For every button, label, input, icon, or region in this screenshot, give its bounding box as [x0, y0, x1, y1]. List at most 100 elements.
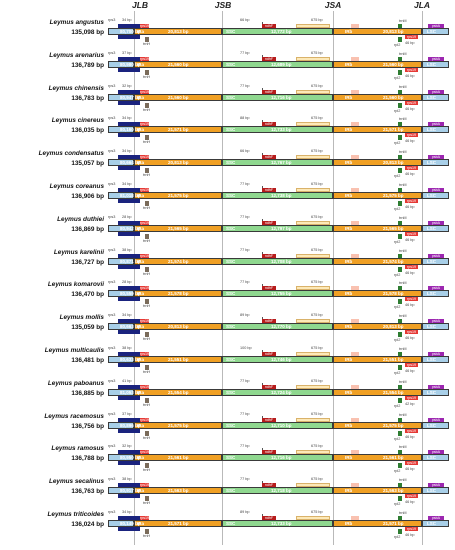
gene-rps19: rps19 [140, 450, 149, 455]
region-lsc [108, 28, 134, 35]
region-ira [134, 224, 222, 232]
label-irb: IRb [345, 160, 353, 166]
gene-trnh [145, 69, 149, 75]
gene-label-rpl2: rpl2 [394, 338, 401, 343]
label-ssc: SSC [226, 193, 236, 198]
region-lsc [108, 454, 134, 462]
bp-label-jla: 46 bp [405, 106, 415, 111]
label-lsc: LSC [427, 324, 436, 330]
gene-rps19-b: rps19 [405, 264, 418, 269]
gene-rps19: rps19 [140, 24, 149, 28]
region-ssc [222, 126, 333, 134]
ira-length: 21,563 bp [168, 488, 189, 494]
gene-ndhf: ndhF [262, 24, 276, 28]
label-irb: IRb [345, 193, 353, 198]
label-lsc: LSC [427, 127, 436, 133]
junction-label-jla: JLA [413, 0, 431, 10]
bp-label-jsa: 675 bp [311, 477, 323, 482]
ira-length: 21,571 bp [168, 521, 189, 526]
ssc-length: 12,770 bp [271, 324, 292, 330]
bp-label-jsa: 675 bp [311, 444, 323, 449]
region-irb [333, 454, 422, 462]
irb-length: 20,813 bp [383, 324, 404, 330]
gene-label-trnh: trnH [143, 173, 151, 178]
gene-rpl2 [398, 168, 402, 174]
gene-ndhf: ndhF [262, 188, 276, 192]
region-ssc [222, 290, 333, 298]
gene-rpl2 [398, 430, 402, 436]
label-ssc: SSC [226, 357, 236, 362]
region-ira [134, 487, 222, 495]
gene-rpl22 [118, 330, 140, 335]
gene-psba: psbA [428, 384, 444, 389]
region-ira [134, 323, 222, 331]
pink-fragment [351, 89, 359, 94]
species-row: Leymus angustus 135,098 bp rps3 34 bp rp… [0, 18, 455, 51]
label-ssc: SSC [226, 258, 236, 264]
gene-label-rpl2: rpl2 [394, 174, 401, 179]
label-ira: IRa [137, 160, 145, 166]
label-ira: IRa [137, 258, 145, 264]
region-irb [333, 356, 422, 363]
region-lsc [108, 126, 134, 134]
ssc-length: 12,797 bp [271, 225, 292, 231]
ira-length: 21,578 bp [168, 291, 189, 297]
gene-rpl22 [118, 527, 140, 531]
lsc-length: 80,942 bp [120, 225, 141, 231]
region-irb [333, 192, 422, 199]
bp-label-jla: 46 bp [405, 336, 415, 341]
region-lsc [108, 290, 134, 298]
gene-rps19: rps19 [140, 122, 149, 127]
label-ira: IRa [137, 422, 145, 428]
gene-label-rpl2: rpl2 [394, 305, 401, 310]
gene-rps3 [118, 122, 140, 127]
gene-rpl22 [118, 100, 140, 105]
gene-trnh [145, 430, 149, 436]
gene-trnm [398, 155, 402, 160]
species-name: Leymus cinereus [51, 117, 104, 125]
bp-label-jlb: 34 bp [122, 510, 132, 514]
genome-size: 136,035 bp [71, 127, 104, 135]
ira-length: 21,560 bp [168, 94, 189, 100]
gene-rps3 [118, 286, 140, 291]
ycf1-fragment [296, 286, 330, 291]
bp-label-jla: 46 bp [405, 41, 415, 45]
region-ira [134, 454, 222, 462]
bp-label-jsa: 675 bp [311, 510, 323, 514]
label-lsc: LSC [427, 455, 436, 461]
ssc-length: 12,718 bp [271, 488, 292, 494]
gene-label-rps3: rps3 [108, 411, 116, 416]
gene-ndhf: ndhF [262, 417, 276, 422]
genome-size: 136,727 bp [71, 258, 104, 266]
label-lsc: LSC [427, 488, 436, 494]
lsc-length: 80,663 bp [120, 324, 141, 330]
junction-line-jsa [333, 11, 334, 545]
gene-label-trnm: trnM [399, 84, 407, 89]
gene-rps19-b: rps19 [405, 100, 418, 105]
irb-length: 21,578 bp [383, 291, 404, 297]
lsc-length: 80,980 bp [120, 61, 141, 67]
gene-label-trnm: trnM [399, 51, 407, 56]
region-lsc-end [422, 388, 449, 396]
bp-label-jla: 46 bp [405, 73, 415, 78]
pink-fragment [351, 286, 359, 291]
bp-label-jsb: 77 bp [240, 444, 250, 449]
gene-rps19-b: rps19 [405, 395, 418, 400]
ycf1-fragment [296, 352, 330, 356]
region-lsc [108, 192, 134, 199]
bp-label-jsb: 66 bp [240, 18, 250, 22]
genome-size: 136,470 bp [71, 291, 104, 299]
label-lsc: LSC [427, 160, 436, 166]
region-ssc [222, 28, 333, 35]
gene-trnm [398, 352, 402, 356]
gene-ndhf: ndhF [262, 384, 276, 389]
gene-label-trnh: trnH [143, 468, 151, 473]
gene-rpl2 [398, 496, 402, 502]
gene-trnm [398, 56, 402, 61]
gene-rps3 [118, 56, 140, 61]
gene-label-rps3: rps3 [108, 83, 116, 88]
genome-size: 136,788 bp [71, 455, 104, 463]
pink-fragment [351, 155, 359, 160]
gene-trnh [145, 365, 149, 370]
region-ira [134, 257, 222, 265]
